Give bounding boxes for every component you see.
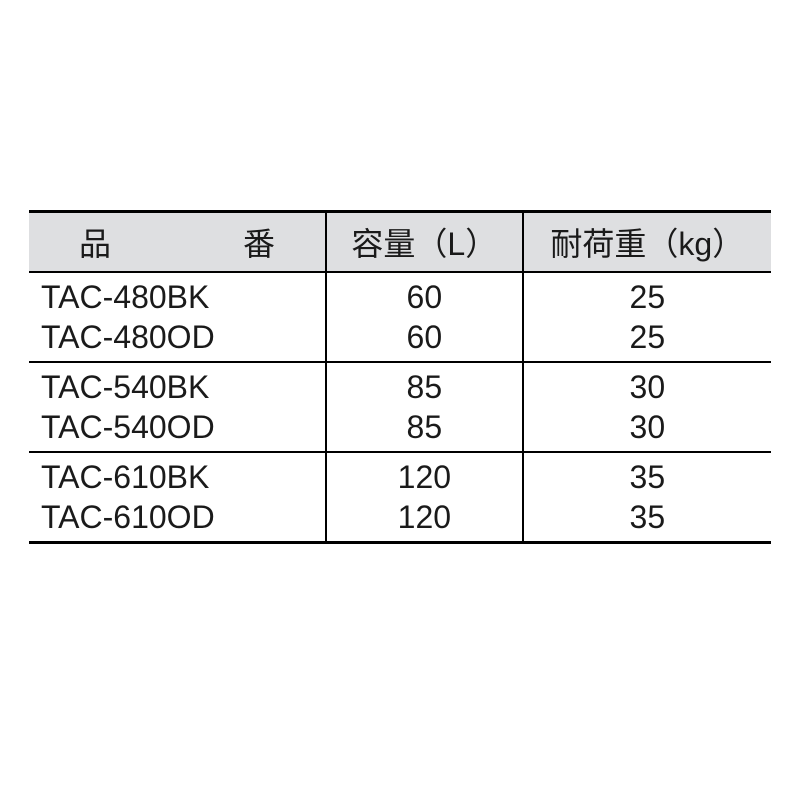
spec-table-container: 品 番 容量（L） 耐荷重（kg） TAC-480BK 60 25 TAC-48…: [29, 210, 771, 544]
table-row: TAC-610OD 120 35: [29, 497, 771, 543]
cell-load: 30: [523, 407, 771, 452]
cell-capacity: 85: [326, 407, 523, 452]
col-header-load: 耐荷重（kg）: [523, 212, 771, 273]
table-row: TAC-540OD 85 30: [29, 407, 771, 452]
cell-part: TAC-540OD: [29, 407, 326, 452]
cell-part: TAC-480BK: [29, 272, 326, 317]
cell-load: 35: [523, 452, 771, 497]
cell-part: TAC-480OD: [29, 317, 326, 362]
cell-load: 25: [523, 272, 771, 317]
table-header: 品 番 容量（L） 耐荷重（kg）: [29, 212, 771, 273]
cell-load: 30: [523, 362, 771, 407]
table-row: TAC-540BK 85 30: [29, 362, 771, 407]
cell-capacity: 85: [326, 362, 523, 407]
cell-capacity: 120: [326, 452, 523, 497]
table-body: TAC-480BK 60 25 TAC-480OD 60 25 TAC-540B…: [29, 272, 771, 543]
table-row: TAC-480BK 60 25: [29, 272, 771, 317]
cell-load: 35: [523, 497, 771, 543]
cell-capacity: 60: [326, 317, 523, 362]
cell-capacity: 60: [326, 272, 523, 317]
col-header-part: 品 番: [29, 212, 326, 273]
cell-part: TAC-540BK: [29, 362, 326, 407]
cell-part: TAC-610OD: [29, 497, 326, 543]
cell-load: 25: [523, 317, 771, 362]
cell-capacity: 120: [326, 497, 523, 543]
spec-table: 品 番 容量（L） 耐荷重（kg） TAC-480BK 60 25 TAC-48…: [29, 210, 771, 544]
table-row: TAC-610BK 120 35: [29, 452, 771, 497]
cell-part: TAC-610BK: [29, 452, 326, 497]
col-header-capacity: 容量（L）: [326, 212, 523, 273]
table-row: TAC-480OD 60 25: [29, 317, 771, 362]
